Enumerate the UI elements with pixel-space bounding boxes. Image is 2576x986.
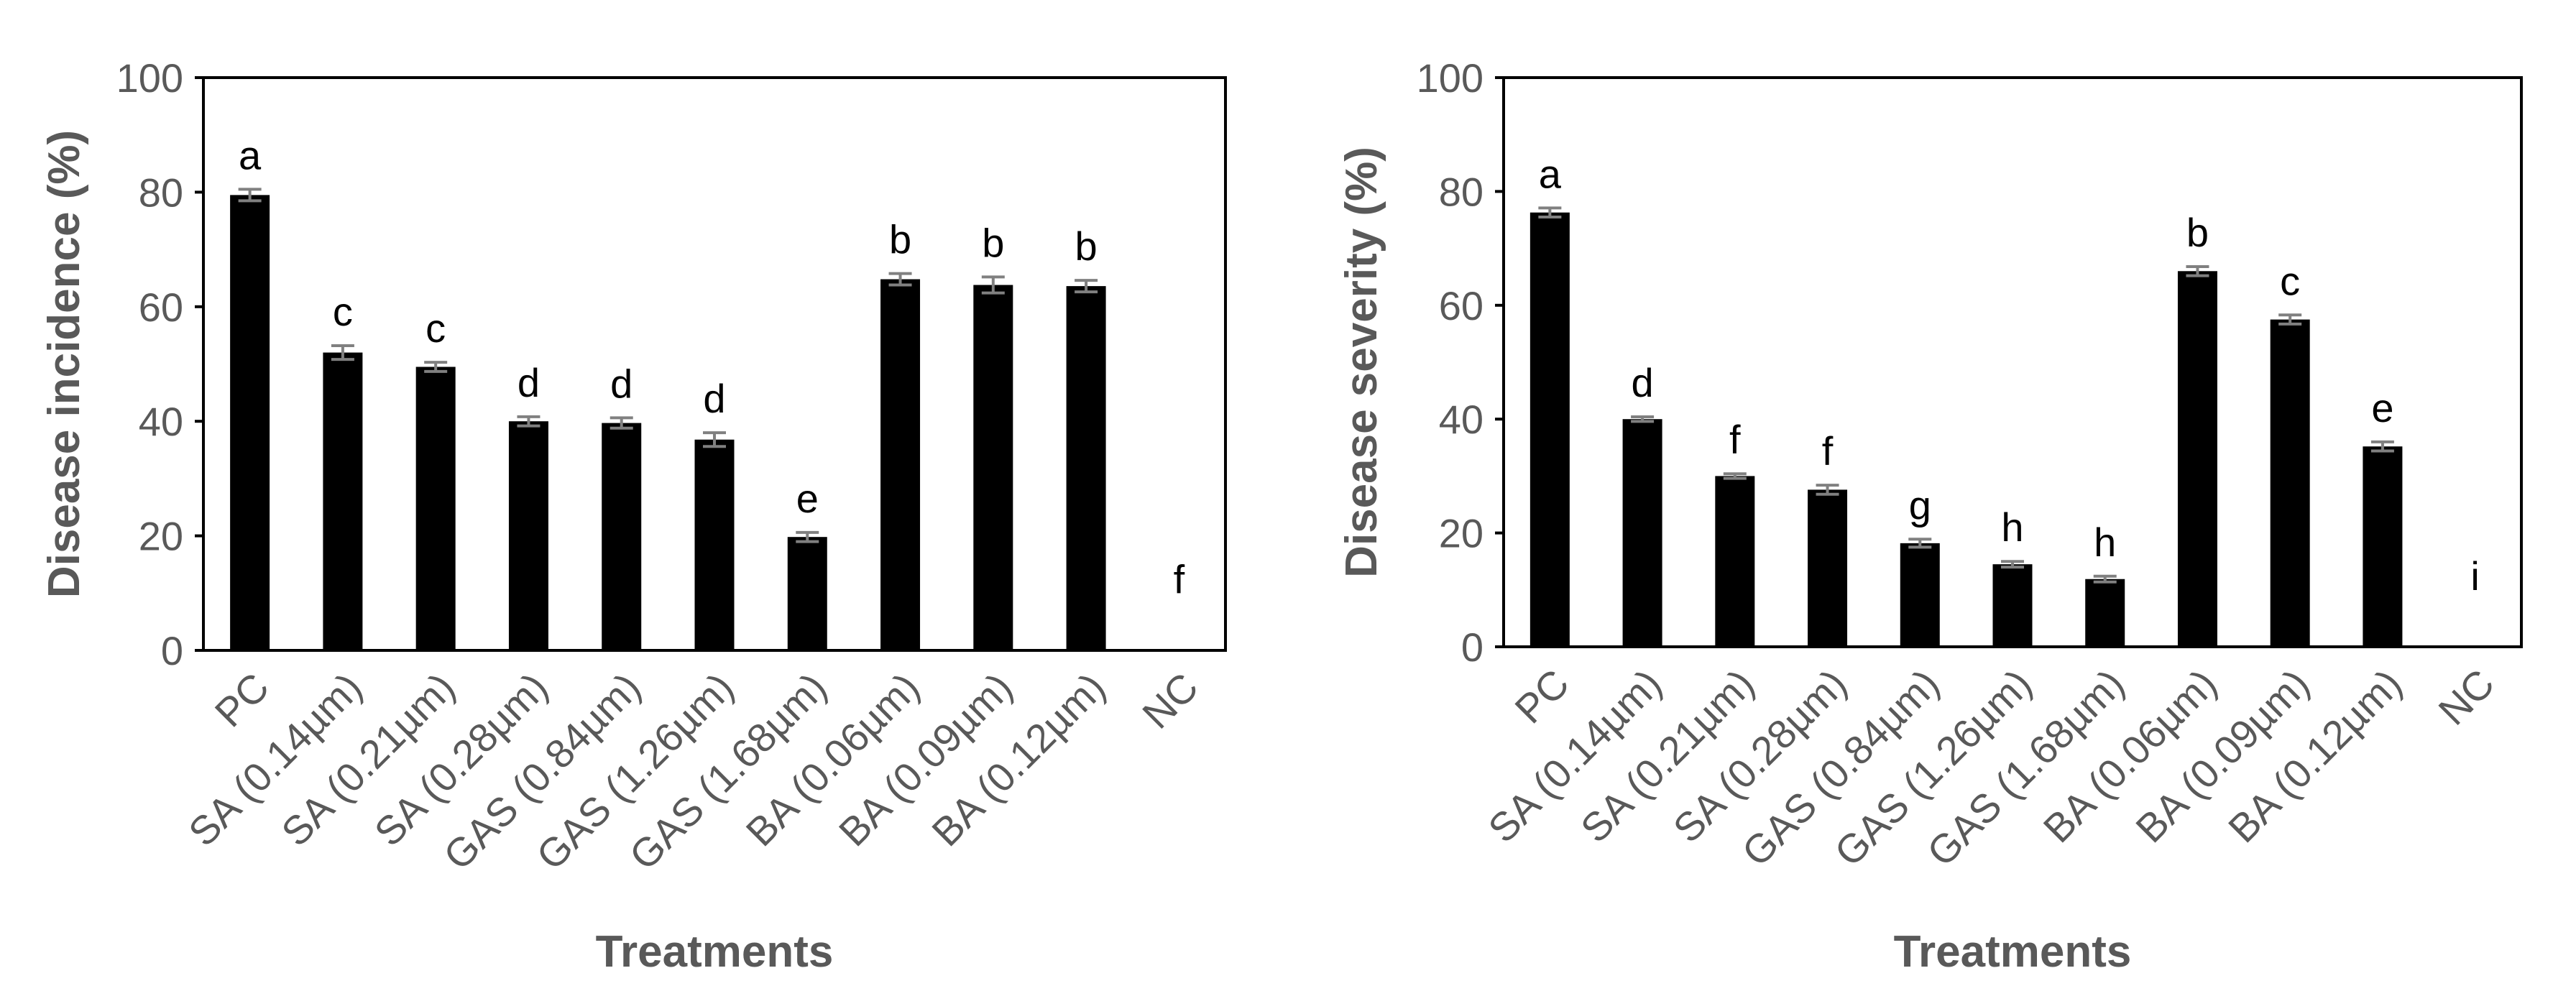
significance-letter: f (1822, 428, 1834, 474)
error-bar (517, 415, 540, 428)
bar (1808, 489, 1848, 647)
significance-letter: a (239, 132, 262, 178)
error-bar (2093, 574, 2117, 584)
x-tick-label: PC (1506, 660, 1578, 732)
bar (973, 285, 1013, 650)
plot-area-frame (202, 76, 1227, 652)
error-bar (1816, 484, 1839, 496)
error-bar (1908, 538, 1932, 549)
bar (508, 421, 548, 650)
significance-letter: a (1539, 151, 1562, 196)
x-axis-title: Treatments (596, 927, 834, 977)
y-axis-title: Disease incidence (%) (40, 130, 89, 598)
bar (2085, 579, 2125, 647)
error-bar (1075, 279, 1098, 294)
significance-letter: e (796, 476, 819, 521)
error-bar (796, 530, 819, 543)
error-bar (1631, 415, 1655, 423)
bar (880, 279, 921, 650)
error-bar (2001, 560, 2024, 569)
significance-letter: c (2280, 258, 2300, 303)
error-bar (424, 361, 448, 373)
y-tick-label: 20 (1439, 511, 1484, 556)
y-tick-label: 100 (116, 55, 183, 101)
error-bar (238, 188, 262, 203)
significance-letter: c (333, 289, 353, 334)
y-tick-label: 60 (1439, 283, 1484, 328)
error-bar (888, 272, 912, 287)
bar (1622, 419, 1662, 647)
bar (1715, 476, 1755, 647)
significance-letter: b (2186, 210, 2209, 255)
significance-letter: d (703, 376, 725, 421)
significance-letter: b (1075, 224, 1098, 269)
x-axis-title: Treatments (1894, 927, 2132, 977)
error-bar (1723, 472, 1747, 480)
y-tick-label: 40 (139, 399, 183, 444)
bar (415, 367, 456, 650)
y-tick-label: 80 (139, 170, 183, 215)
bar (2270, 319, 2310, 647)
error-bar (2278, 313, 2302, 326)
significance-letter: d (1632, 360, 1654, 405)
bar (1992, 564, 2033, 647)
y-tick-label: 0 (161, 628, 183, 673)
significance-letter: e (2371, 385, 2393, 430)
error-bar (703, 431, 726, 448)
error-bar (1538, 206, 1562, 219)
significance-letter: b (982, 220, 1004, 265)
bar (2363, 446, 2403, 647)
bar (694, 439, 735, 650)
y-tick-label: 60 (139, 285, 183, 330)
error-bar (2186, 264, 2209, 277)
y-tick-label: 40 (1439, 397, 1484, 442)
y-tick-label: 80 (1439, 169, 1484, 214)
error-bar (981, 275, 1005, 295)
error-bar (331, 344, 354, 361)
bar (1530, 212, 1570, 648)
significance-letter: d (610, 361, 632, 406)
significance-letter: i (2470, 553, 2479, 599)
plot-area-frame (1502, 76, 2523, 648)
significance-letter: b (889, 217, 911, 262)
error-bar (2370, 440, 2394, 453)
bar (2177, 271, 2217, 647)
bar (323, 352, 363, 650)
significance-letter: f (1729, 417, 1741, 462)
bar (1900, 543, 1940, 647)
significance-letter: g (1909, 482, 1931, 527)
significance-letter: h (2094, 520, 2116, 565)
y-tick-label: 100 (1417, 55, 1484, 101)
x-tick-label: NC (1133, 664, 1207, 737)
bar (230, 195, 270, 650)
y-axis-title: Disease severity (%) (1337, 147, 1386, 578)
bar (1066, 286, 1106, 650)
significance-letter: d (518, 360, 540, 405)
x-tick-label: NC (2429, 660, 2503, 734)
y-tick-label: 20 (139, 514, 183, 559)
y-tick-label: 0 (1461, 625, 1484, 670)
significance-letter: f (1174, 556, 1185, 602)
significance-letter: h (2001, 504, 2023, 550)
bar (602, 423, 642, 650)
x-tick-label: PC (206, 664, 278, 736)
error-bar (610, 416, 633, 430)
significance-letter: c (426, 305, 446, 351)
bar (787, 537, 827, 650)
